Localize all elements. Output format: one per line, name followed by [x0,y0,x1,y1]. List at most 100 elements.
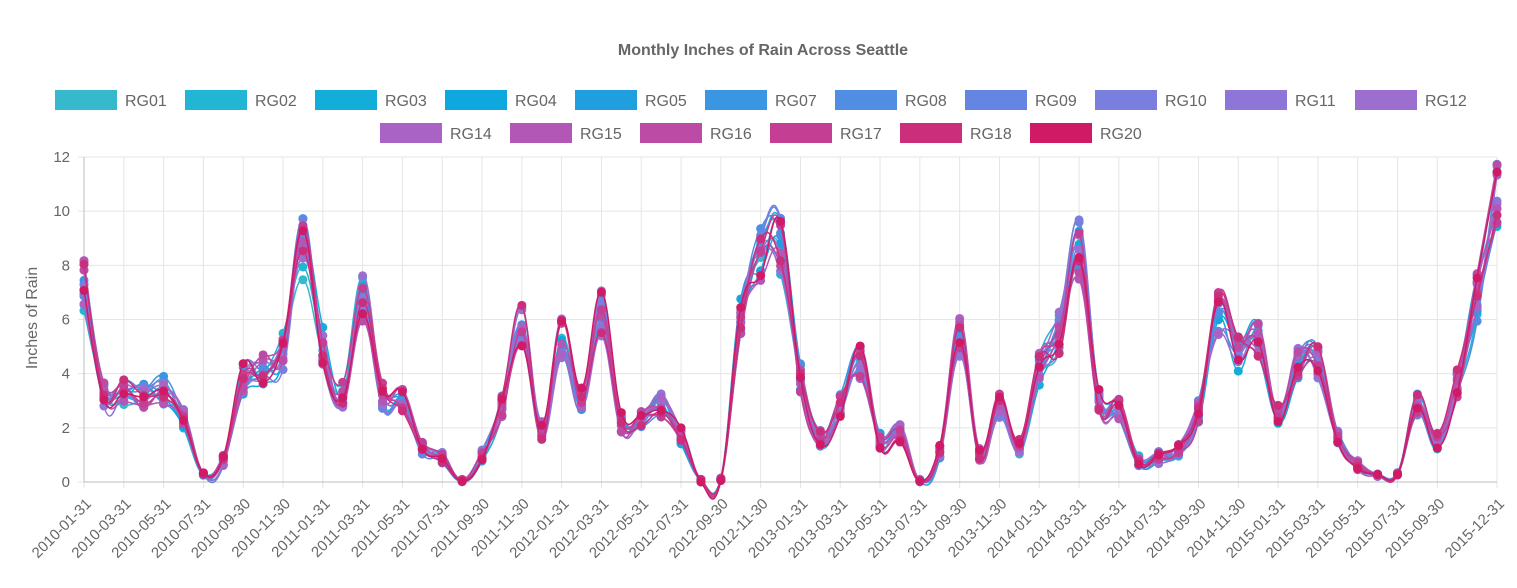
data-point[interactable] [756,271,766,281]
data-point[interactable] [1432,443,1442,453]
data-point[interactable] [1233,355,1243,365]
data-point[interactable] [1293,362,1303,372]
data-point[interactable] [517,300,527,310]
legend-item-rg18[interactable]: RG18 [900,123,1012,143]
data-point[interactable] [358,283,368,293]
data-point[interactable] [895,437,905,447]
data-point[interactable] [298,214,308,224]
data-point[interactable] [1273,417,1283,427]
legend-item-rg01[interactable]: RG01 [55,90,167,110]
data-point[interactable] [776,216,786,226]
data-point[interactable] [378,396,388,406]
data-point[interactable] [795,373,805,383]
legend-item-rg14[interactable]: RG14 [380,123,492,143]
data-point[interactable] [159,399,169,409]
legend-item-rg11[interactable]: RG11 [1225,90,1336,110]
data-point[interactable] [397,387,407,397]
data-point[interactable] [1392,469,1402,479]
data-point[interactable] [1412,390,1422,400]
data-point[interactable] [258,378,268,388]
data-point[interactable] [1154,450,1164,460]
data-point[interactable] [955,338,965,348]
data-point[interactable] [79,259,89,269]
data-point[interactable] [676,435,686,445]
data-point[interactable] [557,339,567,349]
legend-item-rg04[interactable]: RG04 [445,90,557,110]
data-point[interactable] [437,454,447,464]
data-point[interactable] [776,256,786,266]
data-point[interactable] [218,451,228,461]
data-point[interactable] [119,396,129,406]
data-point[interactable] [596,328,606,338]
data-point[interactable] [1353,464,1363,474]
data-point[interactable] [1452,365,1462,375]
legend-item-rg16[interactable]: RG16 [640,123,752,143]
data-point[interactable] [457,476,467,486]
data-point[interactable] [1094,405,1104,415]
data-point[interactable] [1373,469,1383,479]
data-point[interactable] [298,253,308,263]
legend-item-rg17[interactable]: RG17 [770,123,882,143]
data-point[interactable] [358,316,368,326]
data-point[interactable] [258,372,268,382]
data-point[interactable] [1492,160,1502,170]
data-point[interactable] [1074,252,1084,262]
data-point[interactable] [139,398,149,408]
data-point[interactable] [656,405,666,415]
data-point[interactable] [318,358,328,368]
data-point[interactable] [298,246,308,256]
data-point[interactable] [1094,384,1104,394]
data-point[interactable] [1432,429,1442,439]
legend-item-rg20[interactable]: RG20 [1030,123,1142,143]
data-point[interactable] [895,425,905,435]
data-point[interactable] [238,374,248,384]
data-point[interactable] [596,287,606,297]
legend-item-rg02[interactable]: RG02 [185,90,297,110]
data-point[interactable] [139,392,149,402]
data-point[interactable] [915,476,925,486]
data-point[interactable] [616,408,626,418]
data-point[interactable] [1034,362,1044,372]
legend-item-rg10[interactable]: RG10 [1095,90,1207,110]
data-point[interactable] [358,309,368,319]
data-point[interactable] [955,351,965,361]
data-point[interactable] [955,323,965,333]
legend-item-rg09[interactable]: RG09 [965,90,1077,110]
data-point[interactable] [477,455,487,465]
data-point[interactable] [596,305,606,315]
data-point[interactable] [1014,438,1024,448]
data-point[interactable] [577,383,587,393]
data-point[interactable] [975,445,985,455]
data-point[interactable] [1452,388,1462,398]
data-point[interactable] [1114,400,1124,410]
data-point[interactable] [1492,204,1502,214]
data-point[interactable] [119,389,129,399]
data-point[interactable] [696,477,706,487]
data-point[interactable] [258,350,268,360]
data-point[interactable] [616,418,626,428]
data-point[interactable] [855,341,865,351]
data-point[interactable] [994,407,1004,417]
data-point[interactable] [835,398,845,408]
data-point[interactable] [616,427,626,437]
data-point[interactable] [835,411,845,421]
data-point[interactable] [736,312,746,322]
data-point[interactable] [1054,307,1064,317]
data-point[interactable] [1074,245,1084,255]
data-point[interactable] [298,237,308,247]
data-point[interactable] [975,453,985,463]
data-point[interactable] [358,271,368,281]
data-point[interactable] [1472,273,1482,283]
data-point[interactable] [875,443,885,453]
data-point[interactable] [1074,215,1084,225]
data-point[interactable] [517,327,527,337]
data-point[interactable] [79,286,89,296]
data-point[interactable] [1492,210,1502,220]
data-point[interactable] [298,275,308,285]
data-point[interactable] [1213,297,1223,307]
data-point[interactable] [397,406,407,416]
data-point[interactable] [676,423,686,433]
data-point[interactable] [159,386,169,396]
data-point[interactable] [1253,351,1263,361]
data-point[interactable] [1492,167,1502,177]
